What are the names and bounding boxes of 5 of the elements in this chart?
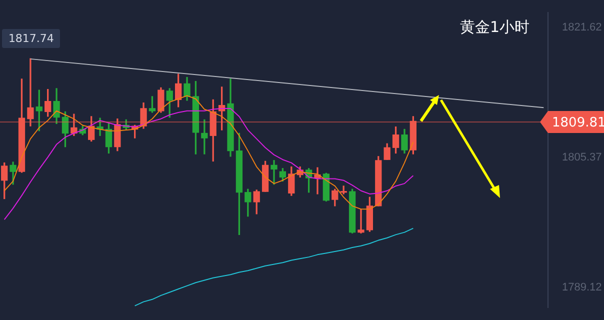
y-tick-label: 1789.12	[562, 281, 602, 294]
y-tick-label: 1805.37	[562, 151, 602, 164]
annotation: 1817.74	[2, 28, 60, 48]
chart-title: 黄金1小时	[460, 18, 530, 37]
y-tick-label: 1821.62	[562, 22, 602, 34]
